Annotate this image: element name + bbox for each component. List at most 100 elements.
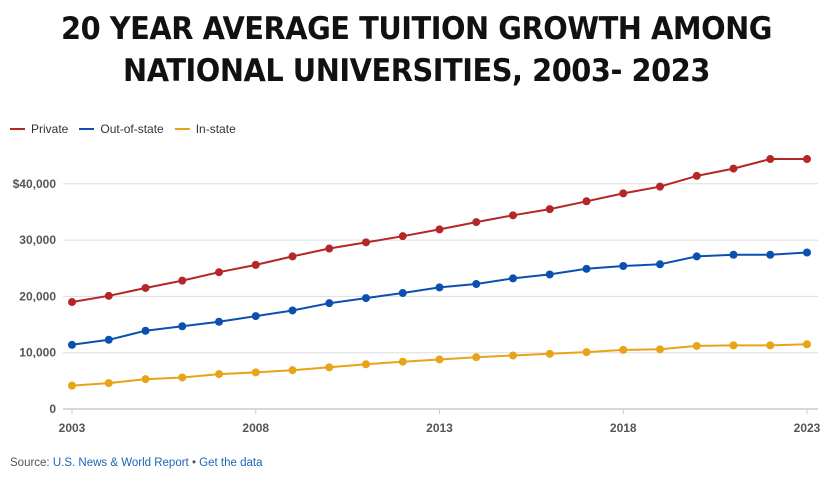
data-point[interactable] <box>141 326 150 335</box>
data-point[interactable] <box>435 355 444 364</box>
legend-swatch-private <box>10 128 25 130</box>
data-point[interactable] <box>215 317 223 326</box>
legend-swatch-in-state <box>174 128 190 130</box>
data-point[interactable] <box>325 363 334 372</box>
data-point[interactable] <box>362 360 370 369</box>
data-point[interactable] <box>766 155 775 164</box>
source-prefix: Source: <box>10 457 53 469</box>
data-point[interactable] <box>545 349 554 358</box>
data-point[interactable] <box>509 211 517 220</box>
y-tick-label: 10,000 <box>19 346 56 360</box>
data-point[interactable] <box>288 366 297 375</box>
x-tick-label: 2003 <box>59 421 86 435</box>
data-point[interactable] <box>545 205 554 214</box>
data-point[interactable] <box>803 340 811 349</box>
legend-label-in-state: In-state <box>195 122 236 136</box>
data-point[interactable] <box>729 341 738 350</box>
source-separator: • <box>188 457 200 469</box>
data-point[interactable] <box>288 306 297 315</box>
data-point[interactable] <box>692 252 701 261</box>
grid-lines <box>63 183 818 410</box>
data-point[interactable] <box>656 182 664 191</box>
y-axis-ticks: 0 10,000 20,000 30,000 $40,000 <box>13 177 57 416</box>
series-private <box>68 155 811 307</box>
data-point[interactable] <box>288 252 297 261</box>
x-axis-ticks: 2003 2008 2013 2018 2023 <box>59 409 821 435</box>
data-point[interactable] <box>766 341 775 350</box>
data-point[interactable] <box>619 261 628 270</box>
data-point[interactable] <box>178 322 187 331</box>
series-in-state <box>68 340 811 390</box>
chart-title: 20 YEAR AVERAGE TUITION GROWTH AMONG NAT… <box>29 8 804 92</box>
data-point[interactable] <box>692 341 701 350</box>
data-point[interactable] <box>68 340 76 349</box>
data-point[interactable] <box>398 232 407 241</box>
data-point[interactable] <box>435 225 444 234</box>
chart-title-line-1: 20 YEAR AVERAGE TUITION GROWTH AMONG <box>61 11 772 47</box>
data-point[interactable] <box>509 274 517 283</box>
data-point[interactable] <box>619 345 628 354</box>
x-tick-label: 2008 <box>242 421 269 435</box>
data-point[interactable] <box>692 171 701 180</box>
data-point[interactable] <box>582 348 591 357</box>
legend-swatch-out-of-state <box>79 128 95 130</box>
data-point[interactable] <box>619 189 628 198</box>
series-lines <box>68 155 811 390</box>
data-point[interactable] <box>178 276 187 285</box>
y-tick-label: 20,000 <box>19 289 56 303</box>
data-point[interactable] <box>729 164 738 173</box>
data-point[interactable] <box>362 238 370 247</box>
data-point[interactable] <box>803 155 811 164</box>
get-the-data-link[interactable]: Get the data <box>199 457 263 469</box>
legend-item-out-of-state[interactable]: Out-of-state <box>79 122 164 136</box>
data-point[interactable] <box>325 244 334 253</box>
data-point[interactable] <box>656 345 664 354</box>
data-point[interactable] <box>68 298 76 307</box>
legend-label-out-of-state: Out-of-state <box>100 122 164 136</box>
data-point[interactable] <box>545 270 554 279</box>
data-point[interactable] <box>104 335 113 344</box>
data-point[interactable] <box>215 268 223 277</box>
data-point[interactable] <box>251 260 260 269</box>
chart-title-line-2: NATIONAL UNIVERSITIES, 2003- 2023 <box>123 53 710 89</box>
y-tick-label: 0 <box>49 402 56 416</box>
data-point[interactable] <box>766 250 775 259</box>
data-point[interactable] <box>141 283 150 292</box>
x-tick-label: 2018 <box>610 421 637 435</box>
data-point[interactable] <box>435 283 444 292</box>
data-point[interactable] <box>251 312 260 321</box>
data-point[interactable] <box>141 375 150 384</box>
data-point[interactable] <box>104 379 113 388</box>
data-point[interactable] <box>472 218 481 227</box>
data-point[interactable] <box>509 351 517 360</box>
legend-label-private: Private <box>31 122 69 136</box>
data-point[interactable] <box>582 197 591 206</box>
data-point[interactable] <box>251 368 260 377</box>
data-point[interactable] <box>178 373 187 382</box>
x-tick-label: 2023 <box>794 421 821 435</box>
data-point[interactable] <box>325 299 334 308</box>
x-tick-label: 2013 <box>426 421 453 435</box>
chart-legend: Private Out-of-state In-state <box>10 120 247 138</box>
legend-item-in-state[interactable]: In-state <box>174 122 236 136</box>
data-point[interactable] <box>398 289 407 298</box>
data-point[interactable] <box>215 370 223 379</box>
y-tick-label: 30,000 <box>19 233 56 247</box>
y-tick-label: $40,000 <box>13 177 57 191</box>
series-line <box>71 251 808 346</box>
data-point[interactable] <box>656 260 664 269</box>
data-point[interactable] <box>362 294 370 303</box>
data-point[interactable] <box>398 357 407 366</box>
data-point[interactable] <box>803 248 811 257</box>
data-point[interactable] <box>472 353 481 362</box>
data-point[interactable] <box>68 381 76 390</box>
legend-item-private[interactable]: Private <box>10 122 68 136</box>
data-point[interactable] <box>582 264 591 273</box>
data-point[interactable] <box>472 280 481 289</box>
data-point[interactable] <box>104 291 113 300</box>
series-out-of-state <box>68 248 811 349</box>
data-point[interactable] <box>729 250 738 259</box>
chart-source: Source: U.S. News & World Report • Get t… <box>10 457 262 469</box>
source-link[interactable]: U.S. News & World Report <box>52 457 189 469</box>
